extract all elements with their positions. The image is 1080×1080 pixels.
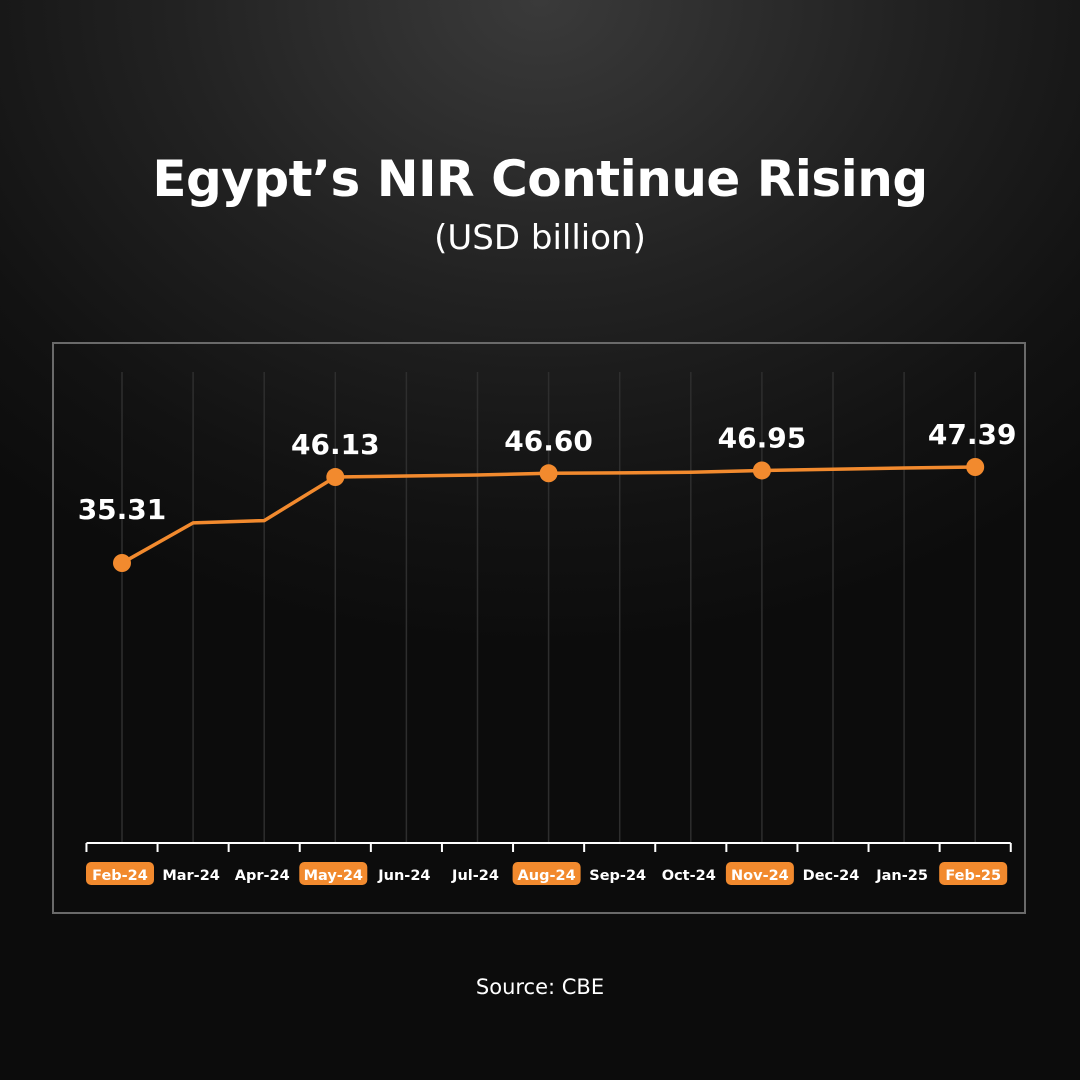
x-tick-label: Sep-24 bbox=[589, 868, 646, 884]
data-label: 35.31 bbox=[78, 493, 167, 526]
data-point bbox=[326, 468, 345, 487]
category-highlight bbox=[86, 862, 154, 885]
data-point bbox=[113, 554, 131, 572]
x-tick-label: Jul-24 bbox=[451, 868, 499, 884]
data-point bbox=[752, 461, 771, 480]
data-label: 46.95 bbox=[718, 421, 807, 454]
x-tick-label: Dec-24 bbox=[803, 868, 860, 884]
chart-subtitle: (USD billion) bbox=[434, 218, 646, 258]
data-point bbox=[966, 458, 985, 476]
x-tick-label: Feb-24 bbox=[92, 868, 148, 884]
category-highlight bbox=[939, 862, 1008, 885]
chart-title: Egypt’s NIR Continue Rising bbox=[152, 150, 928, 208]
data-label: 46.13 bbox=[291, 428, 380, 461]
data-label: 47.39 bbox=[928, 418, 1017, 451]
x-tick-label: Mar-24 bbox=[162, 868, 220, 884]
x-tick-label: Apr-24 bbox=[235, 868, 290, 884]
data-point bbox=[539, 464, 558, 483]
x-tick-label: Jun-24 bbox=[377, 868, 430, 884]
category-highlight bbox=[512, 862, 581, 885]
x-tick-label: Jan-25 bbox=[875, 868, 928, 884]
source-note: Source: CBE bbox=[475, 975, 605, 999]
x-tick-label: Feb-25 bbox=[945, 868, 1001, 884]
category-highlight bbox=[725, 862, 794, 885]
data-label: 46.60 bbox=[504, 424, 593, 457]
x-tick-label: May-24 bbox=[304, 868, 363, 884]
x-tick-label: Aug-24 bbox=[518, 868, 576, 884]
x-tick-label: Nov-24 bbox=[731, 868, 789, 884]
chart-frame bbox=[52, 342, 1026, 914]
x-tick-label: Oct-24 bbox=[662, 868, 716, 884]
category-highlight bbox=[299, 862, 368, 885]
